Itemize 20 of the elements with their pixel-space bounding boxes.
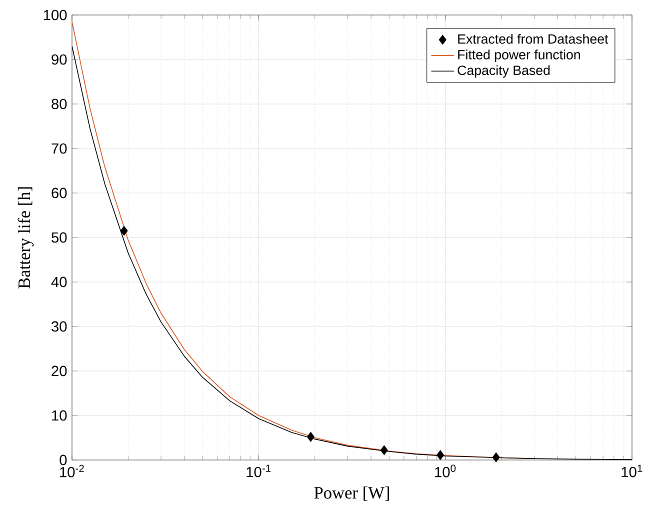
y-tick-label: 60 xyxy=(52,188,67,198)
legend-label: Capacity Based xyxy=(458,65,550,78)
y-tick-label: 50 xyxy=(52,232,67,243)
x-tick-label: 10$^{-2}$ xyxy=(60,464,84,478)
y-tick-label: 30 xyxy=(52,321,67,332)
y-tick-label: 70 xyxy=(52,143,67,154)
y-tick-label: 40 xyxy=(51,276,67,288)
y-tick-label: 100 xyxy=(44,10,67,20)
y-tick-label: 80 xyxy=(52,98,67,110)
y-axis-title: Battery life [h] xyxy=(18,187,34,288)
y-tick-label: 10 xyxy=(52,410,67,421)
y-tick-label: 90 xyxy=(52,54,67,65)
legend-label: Extracted from Datasheet xyxy=(458,34,608,44)
x-tick-label: 10$^{0}$ xyxy=(435,464,456,478)
y-tick-label: 0 xyxy=(60,454,67,466)
legend-label: Fitted power function xyxy=(458,50,580,62)
x-axis-title: Power [W] xyxy=(314,486,389,501)
x-tick-label: 10$^{-1}$ xyxy=(246,464,271,478)
y-tick-label: 20 xyxy=(52,366,67,376)
x-tick-label: 10$^{1}$ xyxy=(622,464,642,478)
